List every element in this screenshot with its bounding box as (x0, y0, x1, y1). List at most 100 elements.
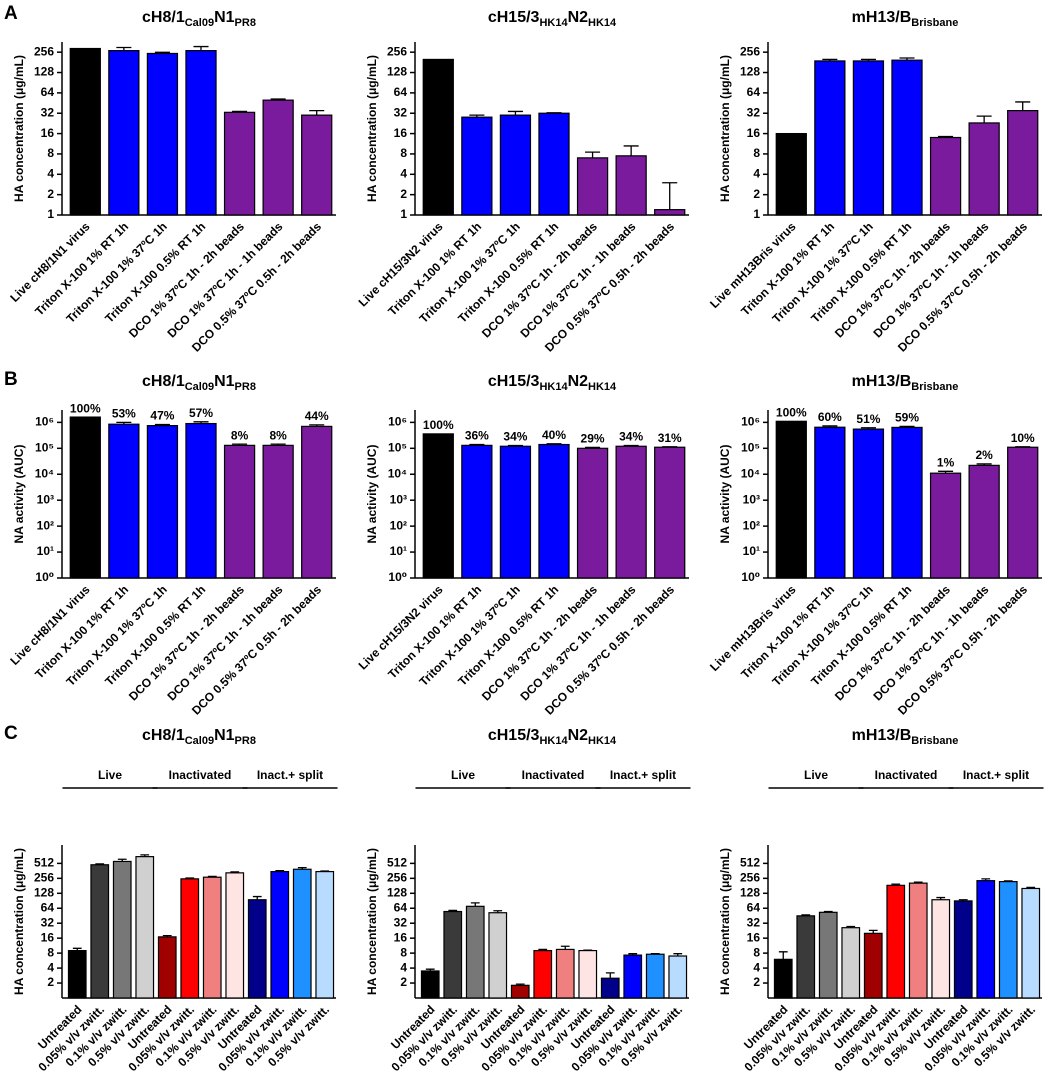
bar (499, 445, 532, 579)
y-tick-label: 4 (400, 960, 407, 974)
error-bar (232, 110, 248, 113)
bar (968, 122, 1000, 216)
y-tick-label: 256 (387, 871, 407, 885)
bar (108, 423, 140, 579)
bar-annotation: 40% (542, 428, 566, 442)
error-bar (1003, 880, 1013, 882)
error-bar (891, 883, 901, 886)
y-tick-label: 32 (747, 915, 761, 929)
title-part: cH15/3 (488, 727, 540, 744)
y-tick-label: 10⁵ (35, 440, 54, 454)
bar-annotation: 59% (895, 411, 919, 425)
error-bar (938, 135, 954, 138)
error-bar (72, 947, 82, 951)
title-part: N2 (568, 727, 589, 744)
bar-annotation: 8% (231, 428, 249, 442)
y-tick-label: 10⁰ (741, 570, 760, 584)
y-tick-label: 10³ (37, 492, 54, 506)
y-axis-label: HA concentration (μg/mL) (365, 55, 379, 202)
bar (538, 112, 570, 216)
y-tick-label: 2 (47, 187, 54, 201)
chart-title: mH13/BBrisbane (852, 9, 959, 29)
error-bar (507, 444, 523, 447)
error-bar (778, 951, 788, 960)
y-axis-label: HA concentration (μg/mL) (12, 848, 26, 995)
y-tick-label: 10¹ (743, 544, 760, 558)
y-tick-label: 10⁶ (741, 415, 760, 429)
bar (422, 58, 454, 216)
y-tick-label: 8 (753, 146, 760, 160)
error-bar (673, 953, 683, 957)
title-part: HK14 (588, 17, 617, 29)
y-tick-label: 32 (41, 915, 55, 929)
y-tick-label: 32 (747, 105, 761, 119)
y-tick-label: 10⁴ (741, 466, 760, 480)
y-axis-label: HA concentration (μg/mL) (12, 55, 26, 202)
panel-label: C (4, 723, 18, 744)
title-part: Brisbane (911, 735, 958, 747)
bar (998, 881, 1018, 999)
y-tick-label: 10⁴ (388, 466, 407, 480)
title-part: HK14 (539, 381, 568, 393)
title-part: PR8 (235, 735, 256, 747)
bar (202, 876, 222, 999)
error-bar (309, 424, 325, 427)
bar (69, 47, 101, 216)
bar (157, 936, 177, 999)
error-bar (193, 421, 209, 424)
bar (422, 433, 454, 579)
y-tick-label: 2 (400, 975, 407, 989)
error-bar (801, 914, 811, 916)
bar (775, 132, 807, 216)
bar (538, 443, 570, 579)
bar (135, 856, 155, 999)
bar (886, 884, 906, 999)
bar (891, 426, 923, 579)
error-bar (469, 443, 485, 446)
y-tick-label: 128 (34, 885, 54, 899)
bar-annotation: 44% (305, 409, 329, 423)
bar (953, 900, 973, 999)
y-tick-label: 10⁰ (35, 570, 54, 584)
bar-annotation: 31% (658, 431, 682, 445)
bar (185, 422, 217, 579)
error-bar (154, 423, 170, 426)
bar (185, 50, 217, 216)
bar (841, 927, 861, 999)
y-tick-label: 8 (47, 945, 54, 959)
bar-annotation: 100% (776, 405, 807, 419)
group-label: Inact.+ split (610, 768, 676, 782)
y-tick-label: 4 (753, 960, 760, 974)
error-bar (252, 895, 262, 900)
group-label: Inact.+ split (257, 768, 323, 782)
error-bar (1015, 101, 1031, 111)
bar (645, 953, 665, 999)
error-bar (936, 896, 946, 900)
error-bar (585, 446, 601, 449)
bar (225, 872, 245, 999)
group-label: Inact.+ split (963, 768, 1029, 782)
chart-title: cH8/1Cal09N1PR8 (142, 373, 256, 393)
y-tick-label: 10³ (743, 492, 760, 506)
group-label: Inactivated (522, 768, 585, 782)
y-tick-label: 64 (41, 85, 55, 99)
error-bar (470, 902, 480, 907)
error-bar (448, 909, 458, 912)
y-tick-label: 10⁰ (388, 570, 407, 584)
error-bar (976, 463, 992, 466)
y-tick-label: 128 (387, 65, 407, 79)
y-tick-label: 10⁴ (35, 466, 54, 480)
bar (420, 970, 440, 999)
error-bar (981, 878, 991, 881)
bar (775, 420, 807, 579)
error-bar (270, 98, 286, 101)
chart-title: cH15/3HK14N2HK14 (488, 373, 617, 393)
y-axis-label: HA concentration (μg/mL) (718, 848, 732, 995)
error-bar (899, 57, 915, 61)
bar (262, 444, 294, 579)
error-bar (546, 443, 562, 445)
title-part: cH8/1 (142, 373, 185, 390)
y-axis-label: HA concentration (μg/mL) (365, 848, 379, 995)
bar (461, 444, 493, 579)
